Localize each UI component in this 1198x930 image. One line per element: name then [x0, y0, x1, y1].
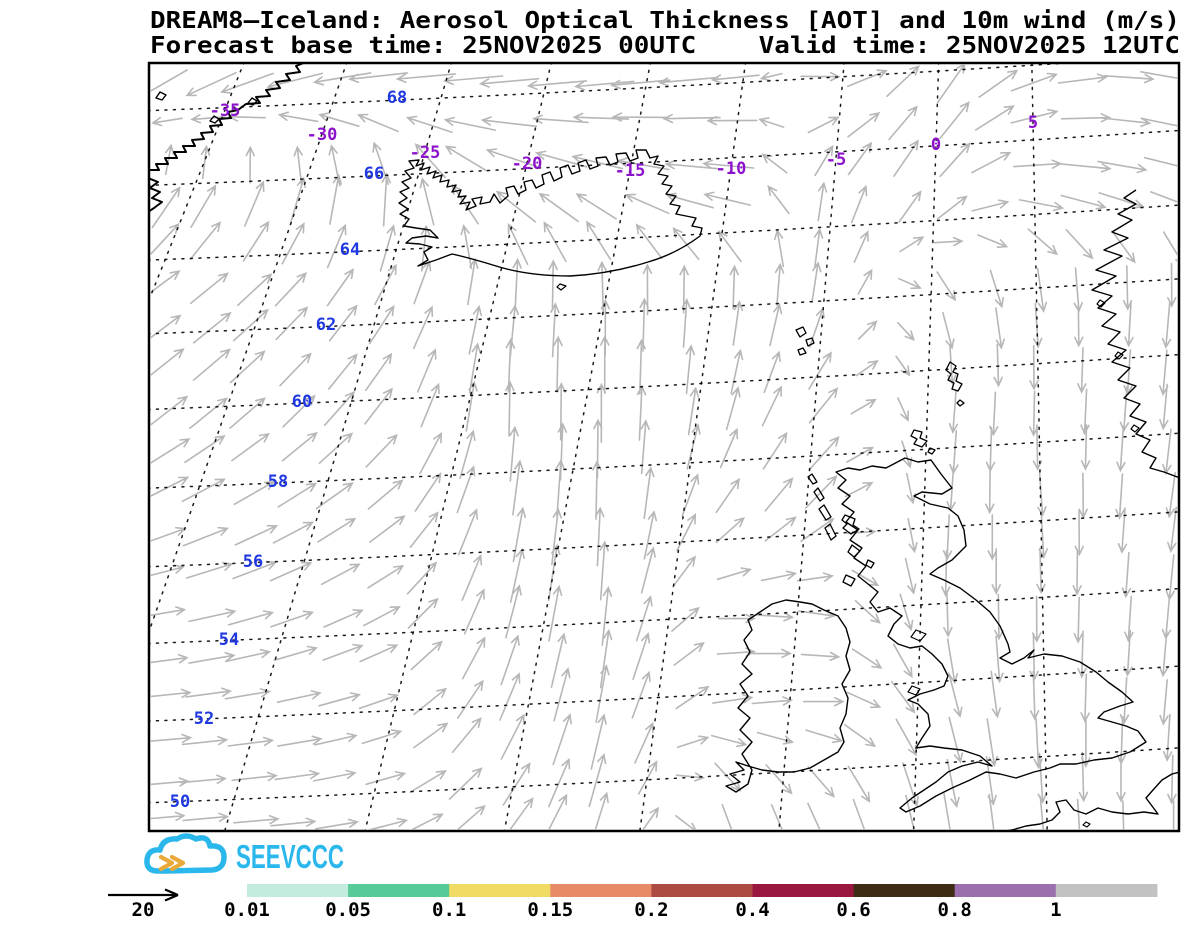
- latitude-labels: 68 66 64 62 60 58 56 54 52 50: [170, 88, 407, 812]
- longitude-label: 0: [931, 135, 941, 155]
- wind-arrows: [150, 64, 1178, 830]
- latitude-label: 54: [219, 630, 239, 650]
- parallel-line: [150, 129, 1178, 187]
- coastlines: [150, 64, 1178, 830]
- legend-segment: [651, 884, 753, 897]
- parallel-line: [150, 64, 1064, 112]
- legend-tick-label: 0.4: [735, 899, 769, 921]
- ireland: [725, 599, 851, 793]
- wind-arrow-field: [150, 64, 1178, 830]
- aot-colorbar: 0.01 0.05 0.1 0.15 0.2 0.4 0.6 0.8 1: [224, 884, 1158, 921]
- legend-segment: [752, 884, 855, 897]
- longitude-label: 5: [1028, 113, 1038, 133]
- longitude-label: -15: [615, 161, 646, 181]
- france-channel-coast: [1007, 771, 1178, 830]
- chart-title: DREAM8—Iceland: Aerosol Optical Thicknes…: [150, 8, 1180, 34]
- norway-islets: [1096, 299, 1140, 433]
- greenland-coast: [150, 64, 304, 171]
- legend-tick-label: 0.8: [938, 899, 972, 921]
- parallel-line: [150, 511, 1178, 568]
- parallel-line: [150, 278, 1178, 335]
- meridian-line: [639, 64, 747, 830]
- parallel-line: [150, 353, 1178, 411]
- latitude-label: 50: [170, 792, 190, 812]
- legend-segment: [853, 884, 956, 897]
- logo-text: SEEVCCC: [236, 838, 344, 875]
- latitude-label: 68: [387, 88, 407, 108]
- parallel-line: [150, 665, 1178, 722]
- longitude-label: -10: [716, 159, 747, 179]
- wind-reference-value: 20: [132, 899, 155, 921]
- meridian-line: [150, 64, 348, 632]
- legend-tick-label: 0.15: [527, 899, 573, 921]
- longitude-label: -30: [307, 125, 338, 145]
- norway-coast: [1091, 189, 1178, 478]
- latitude-label: 64: [340, 240, 360, 260]
- anglesey: [907, 685, 921, 696]
- outer-hebrides: [807, 473, 837, 541]
- legend-segment: [348, 884, 450, 897]
- orkney: [910, 429, 936, 455]
- longitude-labels: -35 -30 -25 -20 -15 -10 -5 0 5: [210, 101, 1038, 181]
- greenland-islets: [155, 91, 258, 124]
- meridian-line: [150, 64, 245, 300]
- legend-tick-label: 0.01: [224, 899, 270, 921]
- meridian-line: [778, 64, 845, 830]
- latitude-label: 62: [316, 315, 336, 335]
- wind-reference: 20: [108, 888, 179, 921]
- isle-of-man: [910, 629, 927, 642]
- greenland-coast-s: [150, 177, 163, 212]
- latitude-label: 56: [243, 552, 263, 572]
- legend-tick-label: 0.05: [325, 899, 371, 921]
- parallel-line: [150, 747, 1178, 804]
- iceland: [398, 149, 703, 277]
- legend-segment: [550, 884, 652, 897]
- legend-tick-label: 0.2: [634, 899, 668, 921]
- chart-subtitle: Forecast base time: 25NOV2025 00UTC Vali…: [150, 33, 1180, 59]
- wind-reference-arrow-icon: [108, 888, 179, 902]
- legend-tick-label: 1: [1050, 899, 1061, 921]
- meridian-line: [1031, 64, 1048, 830]
- longitude-label: -25: [410, 143, 441, 163]
- latitude-label: 66: [364, 164, 384, 184]
- meridian-line: [224, 64, 452, 830]
- legend-segment: [247, 884, 349, 897]
- faroe-islands: [795, 326, 815, 356]
- latitude-label: 58: [268, 472, 288, 492]
- double-chevron-icon: [158, 854, 186, 872]
- meridian-line: [912, 64, 940, 830]
- channel-island: [1082, 821, 1091, 828]
- latitude-label: 52: [194, 709, 214, 729]
- legend-segment: [954, 884, 1057, 897]
- great-britain: [835, 457, 1147, 813]
- longitude-label: -5: [826, 150, 846, 170]
- iceland-islet: [556, 283, 567, 291]
- longitude-label: -20: [512, 154, 543, 174]
- legend-segment: [1055, 884, 1158, 897]
- graticule: [150, 64, 1178, 830]
- parallel-line: [150, 432, 1178, 489]
- legend-segment: [449, 884, 551, 897]
- parallel-line: [150, 587, 1178, 645]
- legend: 20 0.01 0.05 0.1 0.15 0.2 0.4 0.6 0.8 1: [108, 884, 1158, 921]
- latitude-label: 60: [292, 392, 312, 412]
- meridian-line: [503, 64, 651, 830]
- legend-tick-label: 0.1: [432, 899, 466, 921]
- cloud-icon: [144, 833, 227, 874]
- map-frame: [147, 61, 1181, 833]
- shetland: [945, 361, 965, 407]
- seevccc-logo: SEEVCCC: [144, 833, 344, 875]
- longitude-label: -35: [210, 101, 241, 121]
- legend-tick-label: 0.6: [836, 899, 870, 921]
- parallel-line: [150, 204, 1178, 261]
- map: -35 -30 -25 -20 -15 -10 -5 0 5 68 66 64 62 60 58 56 54 5…: [147, 61, 1181, 833]
